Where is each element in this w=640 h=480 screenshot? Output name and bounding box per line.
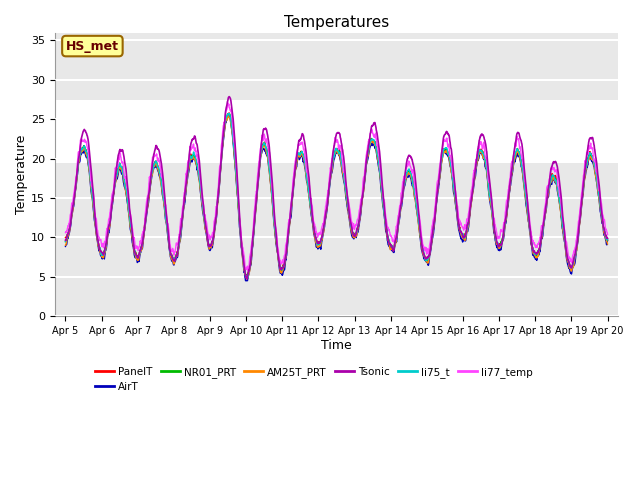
Text: HS_met: HS_met [66,39,119,53]
Legend: PanelT, AirT, NR01_PRT, AM25T_PRT, Tsonic, li75_t, li77_temp: PanelT, AirT, NR01_PRT, AM25T_PRT, Tsoni… [91,362,537,396]
Y-axis label: Temperature: Temperature [15,135,28,214]
Bar [54,99,618,163]
X-axis label: Time: Time [321,338,352,352]
Title: Temperatures: Temperatures [284,15,389,30]
